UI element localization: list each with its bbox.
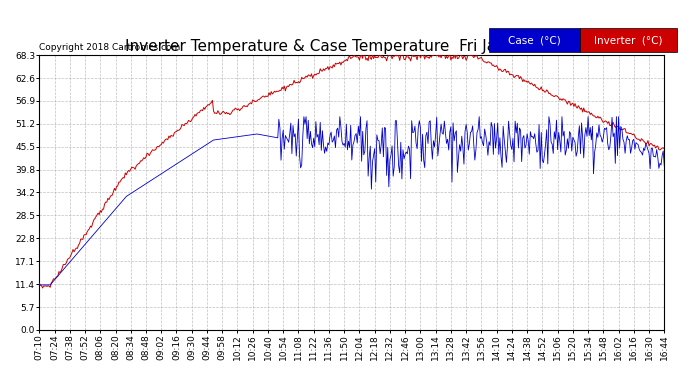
Title: Inverter Temperature & Case Temperature  Fri Jan 19 16:46: Inverter Temperature & Case Temperature …	[125, 39, 579, 54]
Text: Copyright 2018 Cartronics.com: Copyright 2018 Cartronics.com	[39, 44, 181, 52]
Text: Inverter  (°C): Inverter (°C)	[594, 35, 662, 45]
Text: Case  (°C): Case (°C)	[508, 35, 561, 45]
FancyBboxPatch shape	[489, 28, 580, 53]
FancyBboxPatch shape	[580, 28, 677, 53]
